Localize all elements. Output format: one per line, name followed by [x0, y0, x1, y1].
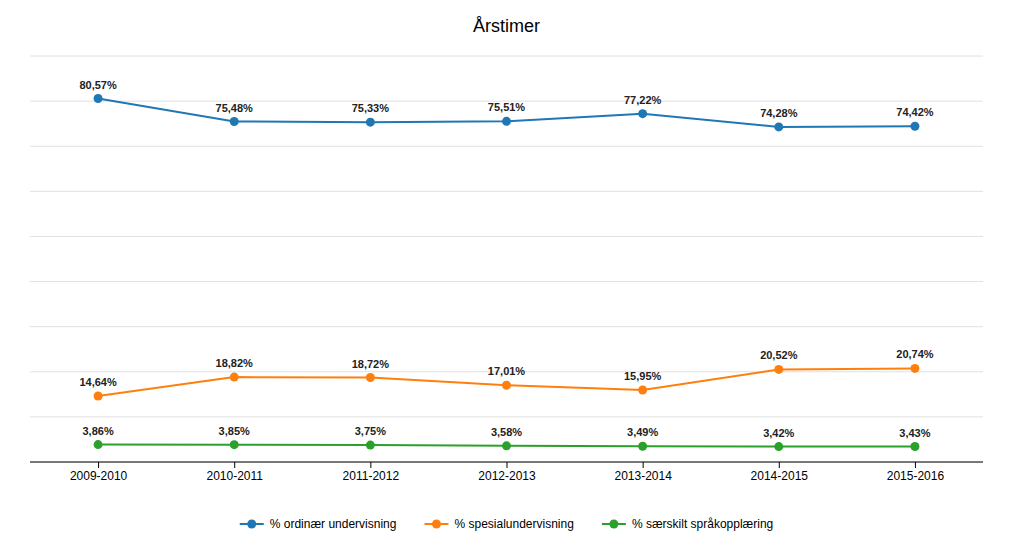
marker: [94, 94, 103, 103]
tick: 2011-2012: [343, 462, 400, 483]
tick-mark: [507, 462, 508, 468]
grid-line: [30, 146, 983, 147]
tick-label: 2011-2012: [343, 469, 400, 483]
data-label: 74,28%: [760, 107, 798, 119]
tick: 2012-2013: [478, 462, 536, 483]
tick-mark: [915, 462, 916, 468]
data-label: 3,75%: [355, 425, 386, 437]
data-label: 3,58%: [491, 426, 522, 438]
grid-line: [30, 191, 983, 192]
title: Årstimer: [473, 16, 540, 36]
marker: [366, 373, 375, 382]
legend: % ordinær undervisning % spesialundervisn…: [240, 517, 774, 531]
chart: Årstimer 2009-2010 2010-2011 2011-2012 2012-…: [0, 0, 1013, 552]
data-label: 77,22%: [624, 94, 662, 106]
tick-mark: [779, 462, 780, 468]
marker: [502, 117, 511, 126]
marker: [230, 373, 239, 382]
grid: [30, 56, 983, 462]
data-label: 17,01%: [488, 365, 526, 377]
data-label: 14,64%: [79, 376, 117, 388]
legend-item: % særskilt språkopplæring: [602, 517, 773, 531]
tick-label: 2009-2010: [70, 469, 128, 483]
data-label: 75,48%: [216, 102, 254, 114]
data-label: 3,42%: [763, 427, 794, 439]
tick-label: 2015-2016: [887, 469, 945, 483]
marker: [230, 117, 239, 126]
marker: [774, 122, 783, 131]
data-label: 80,57%: [79, 79, 117, 91]
data-label: 18,72%: [352, 358, 390, 370]
data-label: 20,74%: [896, 348, 934, 360]
data-label: 75,33%: [352, 102, 390, 114]
x-axis: 2009-2010 2010-2011 2011-2012 2012-2013 2013…: [30, 462, 983, 483]
data-label: 74,42%: [896, 106, 934, 118]
legend-marker: [609, 520, 618, 529]
data-label: 20,52%: [760, 349, 798, 361]
legend-label: % ordinær undervisning: [270, 517, 397, 531]
marker: [638, 109, 647, 118]
tick-label: 2010-2011: [206, 469, 263, 483]
tick: 2010-2011: [206, 462, 263, 483]
marker: [910, 122, 919, 131]
data-label: 3,49%: [627, 426, 658, 438]
markers: [94, 94, 920, 131]
tick-mark: [234, 462, 235, 468]
grid-line: [30, 326, 983, 327]
legend-item: % ordinær undervisning: [240, 517, 397, 531]
grid-line: [30, 416, 983, 417]
data-label: 18,82%: [216, 357, 254, 369]
marker: [94, 440, 103, 449]
marker: [230, 440, 239, 449]
legend-marker: [432, 520, 441, 529]
data-label: 3,43%: [899, 427, 930, 439]
data-label: 15,95%: [624, 370, 662, 382]
legend-label: % særskilt språkopplæring: [632, 517, 773, 531]
legend-marker: [247, 520, 256, 529]
data-label: 3,86%: [82, 425, 113, 437]
marker: [502, 381, 511, 390]
grid-line: [30, 56, 983, 57]
line: [98, 99, 915, 127]
markers: [94, 440, 920, 451]
tick: 2015-2016: [887, 462, 945, 483]
marker: [774, 365, 783, 374]
marker: [910, 442, 919, 451]
data-labels: 80,57% 75,48% 75,33% 75,51% 77,22% 74,28% 74,4…: [79, 79, 933, 439]
tick-mark: [643, 462, 644, 468]
data-label: 3,85%: [219, 425, 250, 437]
tick-label: 2013-2014: [614, 469, 672, 483]
marker: [502, 441, 511, 450]
tick-label: 2012-2013: [478, 469, 536, 483]
marker: [94, 391, 103, 400]
markers: [94, 364, 920, 401]
tick: 2013-2014: [614, 462, 672, 483]
tick-mark: [370, 462, 371, 468]
plot-area: [94, 94, 920, 451]
tick-label: 2014-2015: [751, 469, 809, 483]
tick: 2009-2010: [70, 462, 128, 483]
data-label: 75,51%: [488, 101, 526, 113]
tick-mark: [98, 462, 99, 468]
marker: [366, 441, 375, 450]
grid-line: [30, 236, 983, 237]
tick: 2014-2015: [751, 462, 809, 483]
marker: [638, 386, 647, 395]
legend-label: % spesialundervisning: [454, 517, 573, 531]
marker: [366, 118, 375, 127]
marker: [910, 364, 919, 373]
grid-line: [30, 281, 983, 282]
marker: [774, 442, 783, 451]
marker: [638, 442, 647, 451]
legend-item: % spesialundervisning: [424, 517, 573, 531]
